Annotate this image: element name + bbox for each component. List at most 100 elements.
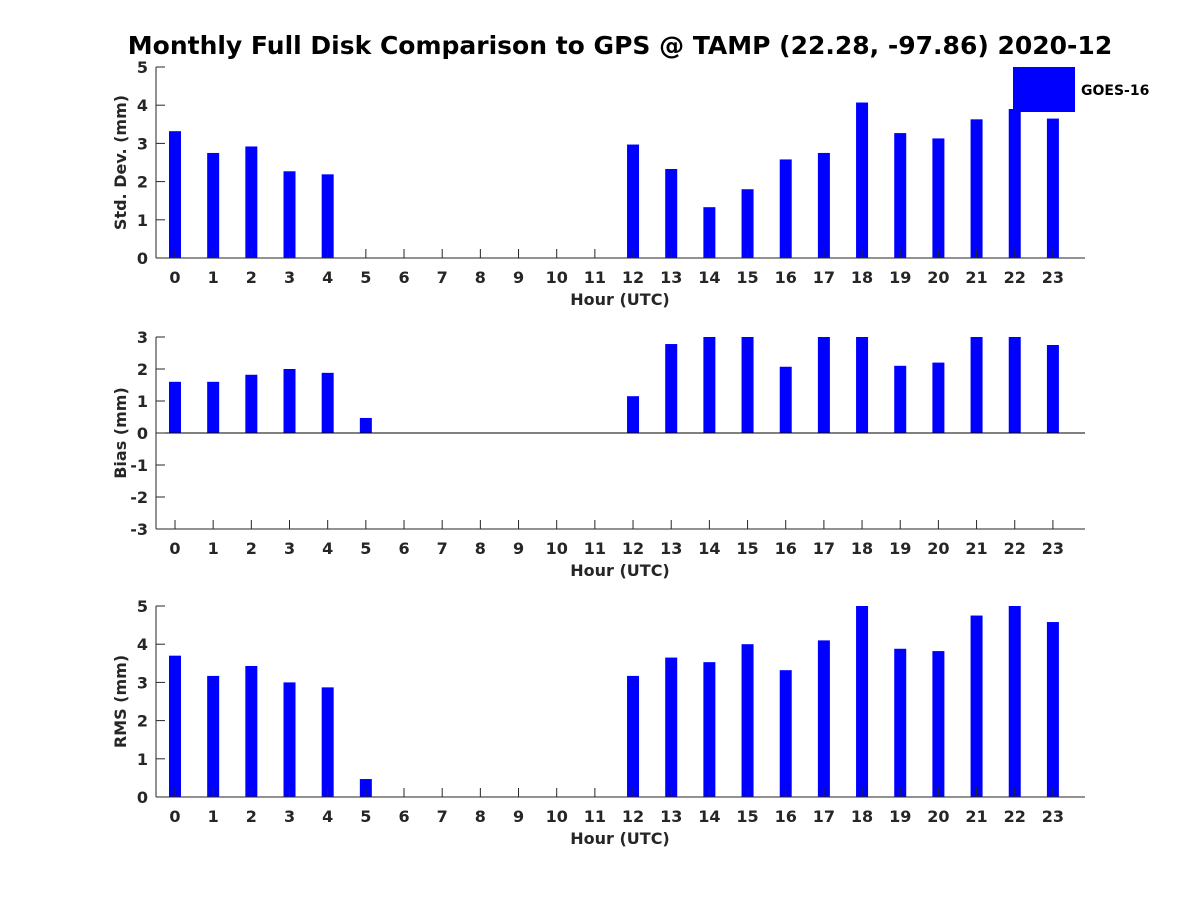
bias-x-tick-label: 3 [284,539,295,558]
rms-x-tick-label: 14 [698,807,720,826]
std-x-tick-label: 7 [437,268,448,287]
std-x-tick-label: 4 [322,268,333,287]
bar-bias-hour-12 [627,396,640,433]
bar-std-hour-17 [817,152,830,258]
bias-x-tick-label: 14 [698,539,720,558]
std-y-tick-label: 5 [137,58,148,77]
bar-bias-hour-1 [207,381,220,433]
std-y-axis-label: Std. Dev. (mm) [111,95,130,230]
bar-rms-hour-0 [169,655,181,797]
bias-x-tick-label: 10 [546,539,568,558]
std-x-tick-label: 21 [965,268,987,287]
bar-rms-hour-18 [856,606,869,797]
bias-x-axis-label: Hour (UTC) [570,561,670,580]
bar-std-hour-23 [1046,118,1059,258]
std-x-tick-label: 15 [736,268,758,287]
rms-y-tick-label: 2 [137,712,148,731]
rms-y-tick-label: 0 [137,788,148,807]
std-x-tick-label: 13 [660,268,682,287]
rms-x-tick-label: 19 [889,807,911,826]
std-x-tick-label: 22 [1004,268,1026,287]
std-x-tick-label: 9 [513,268,524,287]
rms-x-tick-label: 18 [851,807,873,826]
bar-bias-hour-23 [1046,345,1059,433]
rms-x-tick-label: 12 [622,807,644,826]
rms-x-tick-label: 7 [437,807,448,826]
bias-x-tick-label: 15 [736,539,758,558]
bar-bias-hour-3 [283,369,296,433]
std-x-tick-label: 6 [398,268,409,287]
std-y-tick-label: 1 [137,211,148,230]
rms-x-tick-label: 22 [1004,807,1026,826]
bar-rms-hour-22 [1008,606,1021,797]
rms-x-tick-label: 16 [775,807,797,826]
std-x-tick-label: 18 [851,268,873,287]
bar-bias-hour-2 [245,374,258,433]
rms-x-tick-label: 8 [475,807,486,826]
std-x-tick-label: 3 [284,268,295,287]
bar-std-hour-4 [321,174,334,258]
bias-y-tick-label: -1 [130,456,148,475]
bias-x-tick-label: 0 [169,539,180,558]
bar-std-hour-14 [703,207,716,258]
chart-title: Monthly Full Disk Comparison to GPS @ TA… [128,31,1112,60]
bar-std-hour-16 [779,159,792,258]
bias-x-tick-label: 17 [813,539,835,558]
rms-x-tick-label: 9 [513,807,524,826]
legend: GOES-16 [1013,67,1149,112]
bias-y-tick-label: 0 [137,424,148,443]
bias-y-tick-label: -2 [130,488,148,507]
std-x-tick-label: 0 [169,268,180,287]
bar-rms-hour-23 [1046,622,1059,797]
bar-rms-hour-20 [932,651,945,797]
bar-bias-hour-15 [741,337,754,433]
std-x-tick-label: 10 [546,268,568,287]
bar-std-hour-13 [665,168,678,258]
bar-bias-hour-22 [1008,337,1021,433]
rms-x-tick-label: 20 [927,807,949,826]
bias-x-tick-label: 2 [246,539,257,558]
bias-x-tick-label: 18 [851,539,873,558]
bias-x-tick-label: 9 [513,539,524,558]
std-x-tick-label: 17 [813,268,835,287]
bias-x-tick-label: 16 [775,539,797,558]
bar-bias-hour-4 [321,372,334,433]
bias-x-tick-label: 8 [475,539,486,558]
rms-x-tick-label: 3 [284,807,295,826]
bias-x-tick-label: 22 [1004,539,1026,558]
std-x-tick-label: 14 [698,268,720,287]
bar-rms-hour-21 [970,615,983,797]
bar-bias-hour-0 [169,381,181,433]
bar-rms-hour-16 [779,670,792,797]
bias-x-tick-label: 6 [398,539,409,558]
bias-y-tick-label: 3 [137,328,148,347]
bar-rms-hour-17 [817,640,830,797]
bar-rms-hour-1 [207,675,220,797]
bias-x-tick-label: 5 [360,539,371,558]
std-x-tick-label: 8 [475,268,486,287]
rms-y-axis-label: RMS (mm) [111,655,130,748]
bar-std-hour-3 [283,171,296,258]
rms-x-tick-label: 0 [169,807,180,826]
bias-x-tick-label: 1 [208,539,219,558]
bias-x-tick-label: 13 [660,539,682,558]
bar-std-hour-19 [894,133,907,258]
bar-rms-hour-14 [703,662,716,797]
bias-y-tick-label: 2 [137,360,148,379]
bias-x-tick-label: 12 [622,539,644,558]
bias-x-tick-label: 7 [437,539,448,558]
rms-x-tick-label: 10 [546,807,568,826]
bias-y-axis-label: Bias (mm) [111,387,130,479]
std-x-tick-label: 1 [208,268,219,287]
bar-bias-hour-13 [665,344,678,433]
rms-y-tick-label: 4 [137,635,148,654]
rms-x-tick-label: 15 [736,807,758,826]
bar-rms-hour-2 [245,665,258,797]
rms-x-axis-label: Hour (UTC) [570,829,670,848]
std-x-tick-label: 11 [584,268,606,287]
rms-x-tick-label: 13 [660,807,682,826]
std-x-tick-label: 20 [927,268,949,287]
